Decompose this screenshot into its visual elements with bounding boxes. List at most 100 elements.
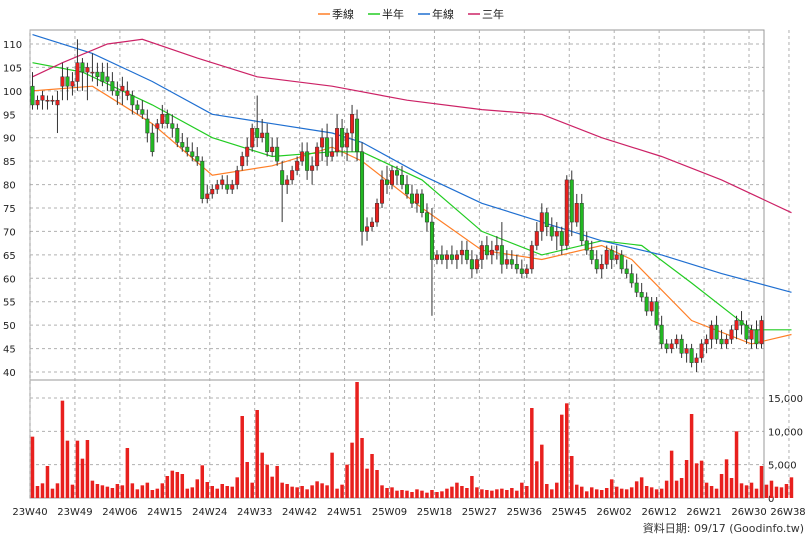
volume-bar xyxy=(65,440,70,498)
x-tick-label: 25W45 xyxy=(552,507,587,518)
candle xyxy=(145,109,150,143)
candle xyxy=(644,292,649,316)
volume-bar xyxy=(525,486,529,498)
candle-body xyxy=(729,329,734,340)
candle-body xyxy=(210,189,215,195)
candle-body xyxy=(35,99,40,106)
price-tick-label: 105 xyxy=(3,63,22,74)
candle-body xyxy=(479,245,484,260)
candle xyxy=(65,67,70,101)
candle-body xyxy=(404,184,409,195)
volume-bar xyxy=(584,491,589,498)
candle xyxy=(85,62,90,101)
candle xyxy=(424,203,429,232)
volume-bar xyxy=(215,488,219,498)
volume-bar xyxy=(450,486,454,498)
candle-body xyxy=(110,81,115,92)
candle xyxy=(180,133,185,152)
candle xyxy=(689,343,694,368)
candle xyxy=(544,208,549,237)
volume-bar xyxy=(604,488,609,498)
candle-body xyxy=(444,254,449,260)
candle-body xyxy=(604,249,609,265)
volume-bar xyxy=(699,460,704,498)
candle-body xyxy=(370,221,375,227)
candle-body xyxy=(624,268,629,274)
volume-bar xyxy=(110,488,115,498)
volume-bar xyxy=(460,486,464,498)
candle-body xyxy=(759,320,764,345)
volume-bar xyxy=(170,470,175,498)
candle xyxy=(115,81,120,105)
candle-body xyxy=(390,170,395,185)
candle xyxy=(634,273,639,298)
ma-line-三年 xyxy=(32,38,792,214)
candle xyxy=(674,334,679,349)
volume-bar xyxy=(415,489,419,498)
candle-body xyxy=(579,203,584,242)
candle xyxy=(724,334,729,349)
candle-body xyxy=(719,338,724,345)
volume-bar xyxy=(580,486,584,498)
volume-bar xyxy=(485,490,489,498)
volume-bar xyxy=(784,484,789,498)
x-tick-label: 24W06 xyxy=(102,507,137,518)
candle-body xyxy=(265,132,270,153)
candle xyxy=(315,142,320,171)
volume-bar xyxy=(235,477,239,498)
volume-bar xyxy=(789,477,794,498)
candle-body xyxy=(584,240,589,251)
volume-bar xyxy=(190,487,195,498)
candle-body xyxy=(280,170,285,185)
candle-body xyxy=(709,324,714,340)
x-tick-label: 24W24 xyxy=(192,507,227,518)
volume-bar xyxy=(145,482,150,498)
candle xyxy=(165,109,170,129)
volume-bar xyxy=(105,486,110,498)
volume-bar xyxy=(200,465,205,498)
candle-body xyxy=(514,263,519,270)
candle-body xyxy=(599,263,604,270)
candle-body xyxy=(75,62,80,82)
legend-label-3: 三年 xyxy=(482,7,504,21)
volume-bar xyxy=(714,488,719,498)
candle-body xyxy=(290,170,295,181)
candle-body xyxy=(270,146,275,153)
volume-bar xyxy=(764,484,769,498)
volume-axis: 0 5,000 10,000 15,000 xyxy=(768,394,803,505)
candle-body xyxy=(225,184,230,190)
candle xyxy=(594,250,599,274)
candle xyxy=(250,123,255,152)
x-axis: 23W40 23W49 24W06 24W15 24W24 24W33 24W42 24W51… xyxy=(12,30,806,518)
volume-bar xyxy=(634,481,639,498)
candle xyxy=(549,217,554,241)
candle-body xyxy=(95,71,100,78)
candle-body xyxy=(395,170,399,176)
candle xyxy=(419,189,424,218)
candle xyxy=(479,240,484,269)
price-tick-label: 40 xyxy=(3,368,16,379)
volume-tick-label: 10,000 xyxy=(768,427,803,438)
volume-bar xyxy=(320,483,324,498)
volume-bar xyxy=(659,488,664,498)
candle xyxy=(514,254,519,274)
volume-bar xyxy=(45,466,50,498)
candle xyxy=(255,95,260,148)
candle-body xyxy=(734,320,739,331)
volume-bar xyxy=(599,490,604,498)
candle xyxy=(474,254,479,274)
candle xyxy=(714,315,719,344)
candle-body xyxy=(669,343,674,349)
candle xyxy=(484,236,489,260)
candle-body xyxy=(569,179,574,223)
candle-body xyxy=(469,259,474,270)
candle-body xyxy=(90,71,95,74)
volume-tick-label: 0 xyxy=(768,494,774,505)
volume-bar xyxy=(654,489,659,498)
candle xyxy=(175,123,180,148)
candle-body xyxy=(245,146,250,157)
candle-body xyxy=(664,343,669,349)
candle-body xyxy=(449,254,454,260)
volume-bar xyxy=(430,490,434,498)
volume-bar xyxy=(370,454,374,498)
